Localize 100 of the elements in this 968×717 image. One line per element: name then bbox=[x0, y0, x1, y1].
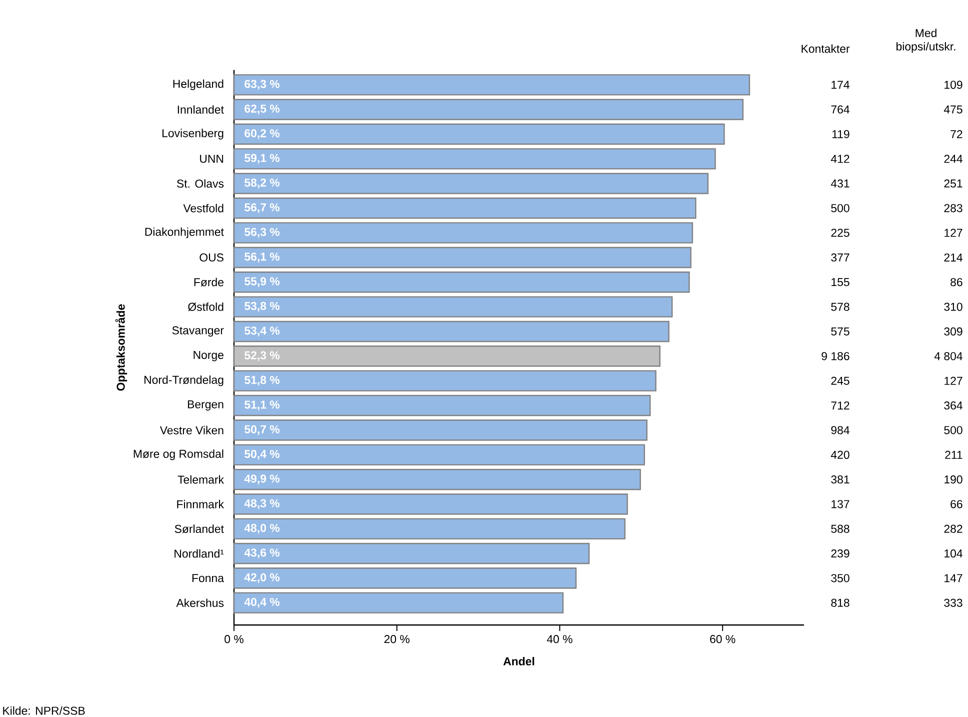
text: 245 bbox=[831, 376, 850, 385]
bar bbox=[233, 320, 670, 342]
bar bbox=[233, 494, 628, 515]
text: 310 bbox=[944, 302, 962, 311]
y-tick-label: Helgeland bbox=[173, 79, 224, 90]
bar bbox=[233, 222, 694, 244]
text: 578 bbox=[831, 302, 850, 311]
y-tick-label: Stavanger bbox=[172, 326, 224, 337]
text: 420 bbox=[830, 450, 850, 459]
data-label: 50,4 % bbox=[244, 450, 280, 460]
x-axis-title: Andel bbox=[503, 656, 534, 666]
y-tick-label: Lovisenberg bbox=[162, 128, 224, 140]
text: 431 bbox=[830, 179, 850, 188]
data-label: 53,4 % bbox=[244, 326, 280, 336]
text: 475 bbox=[944, 105, 962, 114]
data-label: 56,1 % bbox=[244, 252, 280, 262]
text: 4 804 bbox=[934, 352, 962, 360]
text: 190 bbox=[944, 475, 962, 484]
data-label: 50,7 % bbox=[244, 425, 280, 436]
text: 984 bbox=[831, 426, 850, 434]
x-tick-label: 0 % bbox=[224, 635, 244, 644]
text: 137 bbox=[832, 500, 850, 508]
text: 764 bbox=[831, 105, 850, 114]
text: 239 bbox=[831, 549, 850, 558]
data-label: 60,2 % bbox=[244, 129, 280, 140]
data-label: 51,8 % bbox=[244, 376, 280, 386]
data-label: 53,8 % bbox=[244, 302, 280, 312]
bar bbox=[233, 124, 725, 145]
text: 350 bbox=[831, 574, 850, 582]
bar bbox=[233, 568, 577, 589]
y-tick-label: UNN bbox=[200, 154, 224, 163]
bar bbox=[233, 592, 564, 614]
bar bbox=[233, 370, 656, 392]
text: Med biopsi/utskr. bbox=[896, 28, 956, 53]
y-tick-label: Norge bbox=[194, 351, 224, 362]
data-label: 59,1 % bbox=[244, 154, 280, 164]
text: 575 bbox=[831, 327, 850, 336]
data-label: 56,7 % bbox=[244, 203, 280, 214]
y-tick-label: Sørlandet bbox=[174, 524, 224, 534]
data-label: 43,6 % bbox=[244, 548, 280, 558]
y-tick-label: Innlandet bbox=[178, 105, 224, 114]
text: 282 bbox=[944, 524, 962, 533]
data-label: 63,3 % bbox=[244, 80, 280, 90]
data-label: 40,4 % bbox=[244, 598, 280, 608]
text: Kontakter bbox=[802, 44, 850, 53]
y-tick-label: Akershus bbox=[176, 598, 224, 608]
text: 147 bbox=[944, 574, 962, 582]
text: 283 bbox=[944, 204, 962, 212]
y-tick-label: Østfold bbox=[188, 302, 224, 312]
text: 251 bbox=[944, 179, 962, 188]
text: 155 bbox=[832, 278, 850, 286]
bar bbox=[233, 518, 626, 540]
data-label: 55,9 % bbox=[244, 277, 280, 288]
text: 500 bbox=[944, 426, 962, 434]
text: 333 bbox=[944, 598, 962, 607]
bar bbox=[233, 468, 641, 490]
bar bbox=[233, 346, 660, 367]
text: 9 186 bbox=[822, 352, 850, 360]
text: 244 bbox=[944, 154, 962, 163]
text: 109 bbox=[944, 80, 962, 89]
y-tick-label: Nord-Trøndelag bbox=[144, 375, 224, 386]
bar bbox=[233, 420, 648, 441]
data-label: 42,0 % bbox=[244, 573, 280, 584]
text: 818 bbox=[831, 598, 850, 607]
text: 412 bbox=[830, 154, 850, 163]
text: 500 bbox=[831, 204, 850, 212]
data-label: 58,2 % bbox=[244, 178, 280, 188]
text: 174 bbox=[832, 80, 850, 89]
y-tick-label: Finnmark bbox=[177, 500, 224, 508]
bar bbox=[233, 198, 696, 219]
bar bbox=[233, 296, 673, 318]
text: 127 bbox=[944, 228, 962, 237]
data-label: 62,5 % bbox=[244, 104, 280, 114]
text: 588 bbox=[831, 524, 850, 533]
data-label: 48,0 % bbox=[244, 524, 280, 534]
data-label: 48,3 % bbox=[244, 499, 280, 510]
y-tick-label: OUS bbox=[200, 253, 224, 262]
text: 712 bbox=[831, 401, 850, 410]
text: 86 bbox=[950, 278, 962, 286]
text: 364 bbox=[944, 401, 962, 410]
text: 127 bbox=[944, 376, 962, 385]
bar bbox=[233, 246, 692, 268]
x-tick-label: 20 % bbox=[384, 635, 410, 644]
y-tick-label: Møre og Romsdal bbox=[134, 449, 224, 460]
bar bbox=[233, 444, 646, 466]
text: 309 bbox=[944, 327, 962, 336]
data-label: 52,3 % bbox=[244, 351, 280, 362]
bar bbox=[233, 272, 690, 293]
bar bbox=[233, 74, 750, 96]
data-label: 51,1 % bbox=[244, 400, 280, 410]
y-tick-label: Telemark bbox=[178, 475, 224, 484]
data-label: 56,3 % bbox=[244, 228, 280, 238]
text: 66 bbox=[950, 500, 962, 508]
text: 211 bbox=[945, 450, 962, 459]
data-label: 49,9 % bbox=[244, 474, 280, 484]
text: 119 bbox=[832, 130, 850, 138]
y-tick-label: Nordland¹ bbox=[174, 549, 224, 558]
y-tick-label: Førde bbox=[194, 278, 224, 286]
bar bbox=[233, 542, 590, 564]
y-tick-label: Bergen bbox=[188, 400, 224, 411]
